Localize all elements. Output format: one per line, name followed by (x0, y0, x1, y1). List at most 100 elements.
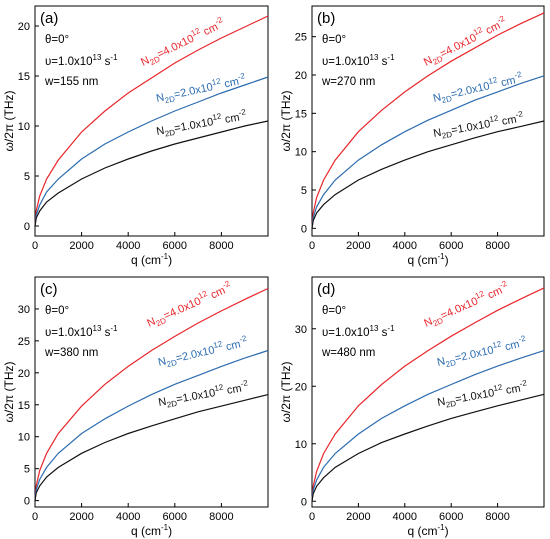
label-sup: -2 (498, 279, 509, 290)
velocity-unit-sup: -1 (387, 324, 395, 333)
x-tick-label: 8000 (485, 240, 509, 252)
label-part: =4.0x10 (439, 295, 480, 322)
x-axis-label-end: ) (445, 253, 449, 267)
label-part: =2.0x10 (454, 344, 495, 365)
label-part: =2.0x10 (450, 80, 491, 101)
label-part: N (155, 92, 165, 105)
plot-frame (311, 276, 545, 508)
label-part: N (432, 127, 442, 140)
x-tick-label: 6000 (439, 240, 463, 252)
x-tick-label: 8000 (485, 511, 509, 523)
y-tick-label: 0 (24, 496, 30, 508)
label-sup: 12 (491, 339, 502, 350)
series-line-2 (311, 393, 545, 502)
label-part: N (157, 396, 167, 409)
label-sup: -2 (237, 71, 246, 81)
label-sup: 12 (487, 75, 498, 86)
y-tick-label: 20 (18, 368, 30, 380)
velocity-text: υ=1.0x10 (45, 327, 93, 339)
label-sup: 12 (197, 289, 209, 301)
label-part: N (157, 355, 167, 368)
angle-annotation: θ=0° (45, 34, 69, 46)
panel-label: (d) (317, 281, 335, 298)
label-sup: -2 (513, 70, 522, 80)
x-tick-label: 8000 (209, 240, 233, 252)
series-label-1: N2D=2.0x1012 cm-2 (431, 70, 524, 107)
label-sup: -2 (238, 107, 247, 117)
y-tick-label: 10 (18, 432, 30, 444)
x-axis-label-text: q (cm (131, 253, 161, 267)
series-label-2: N2D=1.0x1012 cm-2 (155, 107, 249, 140)
series-label-0: N2D=4.0x1012 cm-2 (138, 15, 228, 71)
x-axis-label: q (cm-1) (407, 252, 448, 267)
x-tick-label: 2000 (346, 511, 370, 523)
y-tick-label: 0 (301, 496, 307, 508)
label-part: cm (223, 383, 243, 398)
x-axis-label-sup: -1 (437, 523, 445, 532)
series-line-1 (311, 350, 545, 502)
x-tick-label: 0 (309, 240, 315, 252)
series-line-0 (311, 287, 545, 502)
label-sup: 12 (211, 76, 222, 87)
y-tick-label: 20 (295, 381, 307, 393)
panel-label: (a) (40, 10, 58, 27)
velocity-sup: 13 (93, 324, 102, 333)
velocity-unit: s (378, 56, 387, 68)
width-annotation: w=480 nm (321, 347, 375, 359)
x-axis-label: q (cm-1) (407, 523, 448, 538)
x-tick-label: 4000 (393, 511, 417, 523)
velocity-sup: 13 (93, 53, 102, 62)
series-label-0: N2D=4.0x1012 cm-2 (144, 279, 235, 332)
label-sup: 12 (214, 383, 225, 394)
width-annotation: w=380 nm (44, 347, 98, 359)
x-axis-label-text: q (cm (407, 253, 437, 267)
y-tick-label: 20 (18, 21, 30, 33)
y-tick-label: 30 (18, 304, 30, 316)
label-sub: 2D (441, 130, 453, 141)
series-line-1 (34, 76, 269, 227)
label-sup: 12 (212, 112, 223, 123)
label-sub: 2D (164, 94, 176, 105)
label-sup: -2 (519, 378, 528, 388)
width-annotation: w=270 nm (321, 76, 375, 88)
y-tick-label: 25 (295, 32, 307, 44)
series-label-2: N2D=1.0x1012 cm-2 (157, 378, 251, 411)
velocity-text: υ=1.0x10 (45, 56, 93, 68)
series-label-2: N2D=1.0x1012 cm-2 (432, 109, 526, 142)
series-label-1: N2D=2.0x1012 cm-2 (435, 334, 528, 371)
series-label-2: N2D=1.0x1012 cm-2 (436, 378, 530, 411)
series-line-2 (34, 120, 269, 227)
label-sup: -2 (515, 109, 524, 119)
y-tick-label: 0 (24, 221, 30, 233)
velocity-annotation: υ=1.0x1013 s-1 (45, 53, 118, 68)
label-part: cm (222, 338, 242, 354)
label-sup: -2 (240, 378, 249, 388)
y-tick-label: 15 (18, 71, 30, 83)
velocity-unit: s (378, 327, 387, 339)
y-tick-label: 5 (24, 464, 30, 476)
x-tick-label: 8000 (209, 511, 233, 523)
x-axis-label-end: ) (168, 253, 172, 267)
label-part: cm (498, 114, 518, 129)
label-part: cm (221, 112, 241, 127)
y-tick-label: 20 (295, 70, 307, 82)
label-part: cm (501, 338, 521, 354)
label-sub: 2D (432, 316, 445, 328)
label-sup: 12 (489, 114, 500, 125)
velocity-text: υ=1.0x10 (322, 56, 370, 68)
x-axis-label-sup: -1 (161, 252, 169, 261)
x-axis-label-end: ) (445, 524, 449, 538)
series-label-0: N2D=4.0x1012 cm-2 (421, 14, 511, 71)
label-sub: 2D (148, 54, 161, 67)
velocity-unit: s (101, 327, 110, 339)
x-axis-label: q (cm-1) (131, 252, 172, 267)
label-part: =4.0x10 (155, 33, 196, 61)
label-sup: -2 (238, 334, 247, 344)
x-tick-label: 4000 (116, 240, 140, 252)
label-sup: -2 (496, 14, 507, 25)
label-sup: 12 (474, 289, 486, 301)
label-sup: -2 (213, 15, 224, 26)
angle-annotation: θ=0° (45, 305, 69, 317)
